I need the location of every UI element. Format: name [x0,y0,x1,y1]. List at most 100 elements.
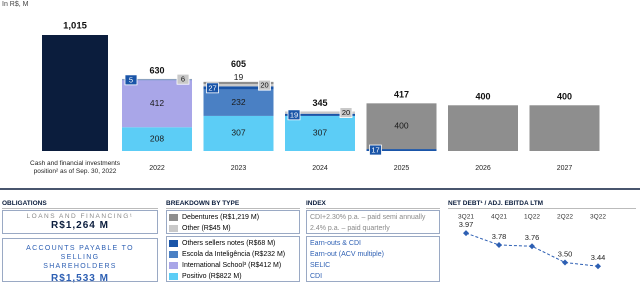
segment-label: 208 [150,133,164,143]
total-label: 630 [149,65,164,75]
value-label: 3.78 [492,232,507,241]
bar-segment [122,79,192,81]
legend-label: Positivo (R$822 M) [182,273,242,280]
total-label: 417 [394,90,409,100]
x-tick-label: 2027 [557,165,573,172]
index-box: CDI+2.30% p.a. – paid semi annually 2.4%… [306,210,440,234]
segment-label: 307 [313,128,327,138]
legend-label: Debentures (R$1,219 M) [182,214,260,221]
segment-label-box [176,73,190,85]
legend-item: International School³ (R$412 M) [167,260,299,271]
bar-segment [366,149,437,151]
x-tick-label: 3Q22 [590,214,606,221]
bar-segment [203,89,274,116]
legend-swatch [169,240,178,247]
total-label: 1,015 [63,21,87,32]
segment-label-box [206,82,219,94]
value-label: 3.97 [459,220,474,229]
x-tick-label: 4Q21 [491,214,507,221]
segment-label: 307 [231,128,245,138]
legend-item: Other (R$45 M) [167,223,299,234]
segment-label: 19 [290,110,298,119]
legend-swatch [169,273,178,280]
value-label: 3.76 [525,233,540,242]
breakdown-header: BREAKDOWN BY TYPE [166,200,300,209]
obligation-box: ACCOUNTS PAYABLE TO SELLING SHAREHOLDERS… [2,238,158,284]
x-tick-label: 2022 [149,165,165,172]
x-tick-label: 1Q22 [524,214,540,221]
legend-box: Others sellers notes (R$68 M) Escola da I… [166,236,300,282]
bar-segment [122,78,192,80]
x-tick-label: 2Q22 [557,214,573,221]
line [465,232,599,267]
legend-item: Debentures (R$1,219 M) [167,212,299,223]
obligation-amount: R$1,533 M [51,273,109,284]
legend-label: Escola da Inteligência (R$232 M) [182,251,286,258]
x-tick-label: 2024 [312,165,328,172]
segment-label: 17 [371,146,379,155]
legend-item: Others sellers notes (R$68 M) [167,238,299,249]
segment-label: 400 [394,120,408,130]
marker [463,230,469,237]
bar-segment [203,86,274,90]
total-label: 345 [312,98,327,108]
index-row: CDI+2.30% p.a. – paid semi annually [310,214,426,221]
segment-label-box [369,144,382,156]
marker [562,259,568,266]
bar-segment [285,115,355,151]
bar-segment [285,113,355,116]
total-label: 400 [557,92,572,102]
index-row: CDI [310,273,323,280]
index-row: Earn-outs & CDI [310,240,361,247]
segment-label: 20 [260,81,268,90]
value-label: 3.44 [591,253,606,262]
legend-label: International School³ (R$412 M) [182,262,282,269]
segment-label-box [258,79,271,91]
x-tick-label: 2026 [475,165,491,172]
bar-segment [285,111,355,114]
segment-label: 19 [234,72,244,82]
segment-label-box [287,109,301,121]
legend-item: Escola da Inteligência (R$232 M) [167,249,299,260]
segment-label-box [339,107,353,118]
x-tick-label: 3Q21 [458,214,474,221]
bar-segment [122,80,192,128]
legend-item: Positivo (R$822 M) [167,271,299,282]
unit-label: In R$, M [2,1,29,8]
index-row: 2.4% p.a. – paid quarterly [310,225,390,232]
segment-label: 412 [150,98,164,108]
legend-label: Others sellers notes (R$68 M) [182,240,276,247]
legend-box: Debentures (R$1,219 M) Other (R$45 M) [166,210,300,234]
bar-segment [203,81,274,85]
bar-segment [529,105,600,151]
cash-label: Cash and financial investments position²… [30,160,120,175]
cash-bar [42,35,108,151]
legend-swatch [169,262,178,269]
bar-segment [203,115,274,151]
marker [595,263,601,270]
obligation-box: LOANS AND FINANCING¹ R$1,264 M [2,210,158,234]
x-tick-label: 2025 [394,165,410,172]
bar-segment [448,105,518,151]
obligations-header: OBLIGATIONS [2,200,158,209]
index-box: Earn-outs & CDI Earn-out (ACV multiple) … [306,236,440,282]
segment-label-box [124,74,138,86]
legend-swatch [169,214,178,221]
marker [496,242,502,248]
segment-label: 20 [342,108,350,117]
total-label: 605 [231,59,246,69]
legend-label: Other (R$45 M) [182,225,231,232]
marker [529,243,535,250]
obligation-label: LOANS AND FINANCING¹ [26,213,134,220]
obligation-amount: R$1,264 M [51,220,109,231]
legend-swatch [169,251,178,258]
segment-label: 232 [231,97,245,107]
segment-label: 6 [181,75,185,84]
bar-segment [203,84,274,87]
index-row: SELIC [310,262,331,269]
obligation-label: ACCOUNTS PAYABLE TO SELLING SHAREHOLDERS [26,245,134,270]
x-tick-label: 2023 [231,165,247,172]
value-label: 3.50 [558,249,573,258]
